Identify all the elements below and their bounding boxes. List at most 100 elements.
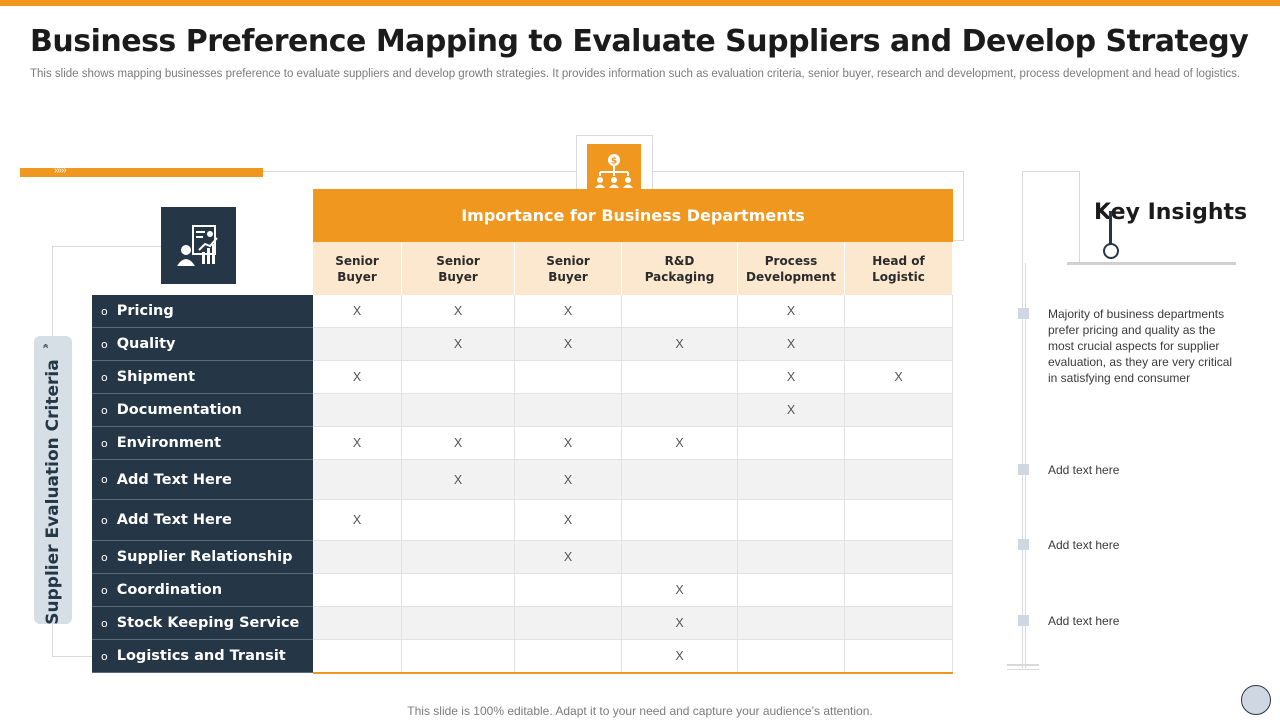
column-header: Process Development: [738, 242, 845, 295]
insights-frame: [1022, 171, 1080, 263]
insights-title: Key Insights: [1094, 200, 1248, 225]
connector-line: [953, 240, 964, 241]
criteria-name: Add Text Here: [116, 471, 232, 488]
svg-text:$: $: [611, 157, 617, 167]
table-cell: [402, 500, 515, 541]
table-cell: [313, 607, 402, 640]
criteria-row-label: o Quality: [92, 328, 313, 361]
table-cell: [738, 574, 845, 607]
criteria-row-label: o Add Text Here: [92, 460, 313, 500]
table-cell: [402, 607, 515, 640]
table-cell: [845, 394, 953, 427]
bullet-icon: o: [101, 337, 108, 351]
table-cell: [845, 574, 953, 607]
page-subtitle: This slide shows mapping businesses pref…: [30, 68, 1241, 80]
table-cell: [738, 541, 845, 574]
bullet-icon: o: [101, 436, 108, 450]
criteria-row-label: o Logistics and Transit: [92, 640, 313, 673]
double-chevron-icon: ‹‹: [39, 343, 52, 347]
insights-base: [1007, 669, 1039, 670]
column-header: Senior Buyer: [313, 242, 402, 295]
table-row: o Stock Keeping Service X: [92, 607, 953, 640]
double-chevron-icon: ›››››: [54, 165, 67, 176]
orange-strip: ›››››: [20, 165, 263, 177]
table-cell: [845, 500, 953, 541]
insight-marker: [1018, 464, 1029, 475]
table-cell: X: [515, 328, 622, 361]
bullet-icon: o: [101, 473, 108, 486]
bullet-icon: o: [101, 513, 108, 527]
connector-line: [52, 246, 53, 336]
table-heading: Importance for Business Departments: [313, 189, 953, 242]
table-cell: [845, 460, 953, 500]
criteria-row-label: o Shipment: [92, 361, 313, 394]
table-cell: [845, 640, 953, 673]
insights-base: [1007, 664, 1039, 666]
table-row: o Shipment X X X: [92, 361, 953, 394]
insight-text: Add text here: [1048, 614, 1120, 628]
table-cell: [622, 394, 738, 427]
connector-line: [963, 171, 964, 241]
column-header: R&D Packaging: [622, 242, 738, 295]
table-cell: [622, 361, 738, 394]
insight-text: Add text here: [1048, 538, 1120, 552]
table-cell: X: [738, 328, 845, 361]
bullet-icon: o: [101, 583, 108, 597]
pin-icon-head: [1103, 243, 1119, 259]
bullet-icon: o: [101, 616, 108, 630]
table-cell: [402, 394, 515, 427]
insight-marker: [1018, 615, 1029, 626]
table-bottom-rule: [313, 672, 953, 674]
table-cell: [313, 460, 402, 500]
table-cell: [738, 460, 845, 500]
bullet-icon: o: [101, 550, 108, 564]
column-header: Senior Buyer: [515, 242, 622, 295]
table-cell: [515, 361, 622, 394]
org-icon-frame: $: [576, 135, 653, 198]
table-cell: X: [622, 574, 738, 607]
table-cell: X: [515, 500, 622, 541]
bullet-icon: o: [101, 403, 108, 417]
connector-line: [52, 656, 92, 657]
table-cell: X: [313, 500, 402, 541]
table-cell: [845, 541, 953, 574]
criteria-name: Logistics and Transit: [116, 648, 286, 664]
criteria-name: Environment: [116, 435, 222, 451]
criteria-name: Pricing: [116, 303, 174, 319]
bullet-icon: o: [101, 304, 108, 318]
table-cell: [845, 607, 953, 640]
table-cell: [622, 460, 738, 500]
table-cell: X: [515, 427, 622, 460]
table-row: o Add Text Here X X: [92, 460, 953, 500]
criteria-name: Coordination: [116, 582, 223, 598]
table-cell: X: [622, 607, 738, 640]
table-cell: X: [738, 361, 845, 394]
table-cell: X: [738, 295, 845, 328]
table-cell: [402, 361, 515, 394]
bullet-icon: o: [101, 370, 108, 384]
column-header: Senior Buyer: [402, 242, 515, 295]
table-cell: X: [738, 394, 845, 427]
criteria-name: Quality: [116, 336, 176, 352]
table-row: o Coordination X: [92, 574, 953, 607]
criteria-label: Supplier Evaluation Criteria: [43, 359, 63, 625]
table-cell: [845, 328, 953, 361]
connector-line: [52, 624, 53, 656]
table-cell: [402, 640, 515, 673]
table-cell: [313, 328, 402, 361]
table-cell: [515, 640, 622, 673]
table-cell: X: [313, 427, 402, 460]
connector-line: [52, 246, 161, 247]
table-cell: [313, 394, 402, 427]
table-cell: X: [402, 460, 515, 500]
report-analytics-icon: [161, 207, 236, 284]
insight-marker: [1018, 539, 1029, 550]
table-cell: X: [402, 427, 515, 460]
table-cell: [515, 394, 622, 427]
insights-underline: [1067, 262, 1236, 265]
table-row: o Supplier Relationship X: [92, 541, 953, 574]
table-cell: X: [845, 361, 953, 394]
table-cell: X: [515, 460, 622, 500]
table-cell: [402, 541, 515, 574]
table-cell: [845, 295, 953, 328]
